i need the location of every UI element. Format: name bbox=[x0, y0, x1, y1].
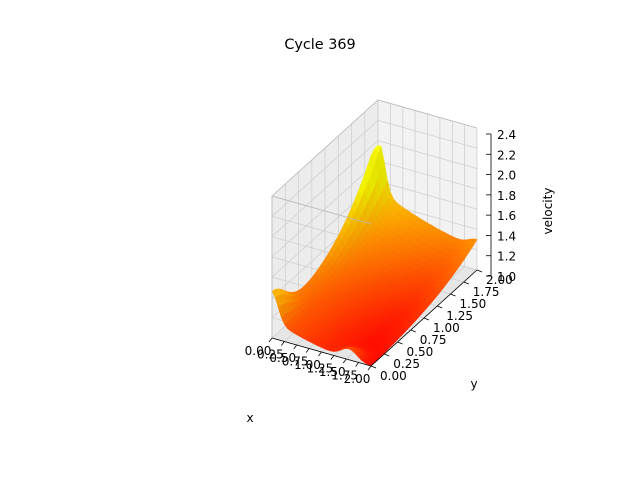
x-tick-mark bbox=[268, 337, 273, 343]
y-tick-mark bbox=[397, 341, 403, 345]
y-tick-mark bbox=[463, 281, 469, 285]
x-tick-mark bbox=[293, 344, 298, 350]
y-tick-label: 0.25 bbox=[393, 357, 420, 371]
y-tick-mark bbox=[384, 353, 390, 357]
x-tick-label: 1.50 bbox=[319, 365, 346, 379]
y-tick-label: 0.50 bbox=[407, 345, 434, 359]
z-axis-label: velocity bbox=[541, 188, 555, 235]
x-tick-label: 1.25 bbox=[307, 362, 334, 376]
chart-title: Cycle 369 bbox=[284, 37, 355, 53]
x-tick-mark bbox=[367, 365, 372, 371]
x-tick-label: 0.75 bbox=[282, 355, 309, 369]
grid-line-z bbox=[271, 119, 478, 245]
z-tick-label: 1.8 bbox=[497, 189, 516, 203]
y-tick-mark bbox=[410, 329, 416, 333]
y-tick-mark bbox=[423, 317, 430, 321]
z-tick-label: 1.4 bbox=[497, 229, 516, 243]
x-tick-mark bbox=[342, 358, 347, 364]
z-tick-label: 1.6 bbox=[497, 209, 516, 223]
z-tick-label: 2.2 bbox=[497, 148, 516, 162]
z-tick-label: 1.0 bbox=[497, 270, 516, 284]
axes-ticks: 0.000.250.500.751.001.251.501.752.00 0.00… bbox=[245, 128, 516, 386]
y-tick-label: 1.25 bbox=[446, 309, 473, 323]
x-tick-label: 2.00 bbox=[344, 372, 371, 386]
x-tick-label: 0.50 bbox=[269, 351, 296, 365]
axes-lines bbox=[271, 99, 478, 338]
x-tick-label: 0.00 bbox=[245, 344, 272, 358]
x-tick-mark bbox=[281, 341, 285, 346]
x-tick-label: 0.25 bbox=[257, 348, 284, 362]
y-axis-label: y bbox=[470, 377, 477, 391]
x-tick-label: 1.00 bbox=[294, 358, 321, 372]
y-tick-label: 1.50 bbox=[460, 297, 487, 311]
surface-patch bbox=[271, 288, 279, 298]
z-tick-label: 2.0 bbox=[497, 169, 516, 183]
y-tick-label: 0.75 bbox=[420, 333, 447, 347]
x-axis-label: x bbox=[246, 411, 253, 425]
y-tick-mark bbox=[450, 293, 456, 297]
grid-line-z bbox=[271, 140, 478, 265]
x-tick-label: 1.75 bbox=[331, 369, 358, 383]
x-tick-mark bbox=[355, 362, 359, 367]
y-tick-label: 1.00 bbox=[433, 321, 460, 335]
x-tick-mark bbox=[330, 355, 335, 360]
x-tick-mark bbox=[305, 348, 310, 353]
z-tick-label: 2.4 bbox=[497, 128, 516, 142]
velocity-surface bbox=[271, 145, 478, 367]
y-tick-label: 0.00 bbox=[380, 369, 407, 383]
y-tick-mark bbox=[437, 305, 443, 309]
y-tick-label: 2.00 bbox=[486, 273, 513, 287]
x-tick-mark bbox=[318, 351, 322, 357]
pane-edge-top bbox=[271, 99, 478, 225]
z-tick-label: 1.2 bbox=[497, 250, 516, 264]
y-tick-label: 1.75 bbox=[473, 285, 500, 299]
y-tick-mark bbox=[476, 269, 483, 273]
y-tick-mark bbox=[370, 365, 377, 369]
